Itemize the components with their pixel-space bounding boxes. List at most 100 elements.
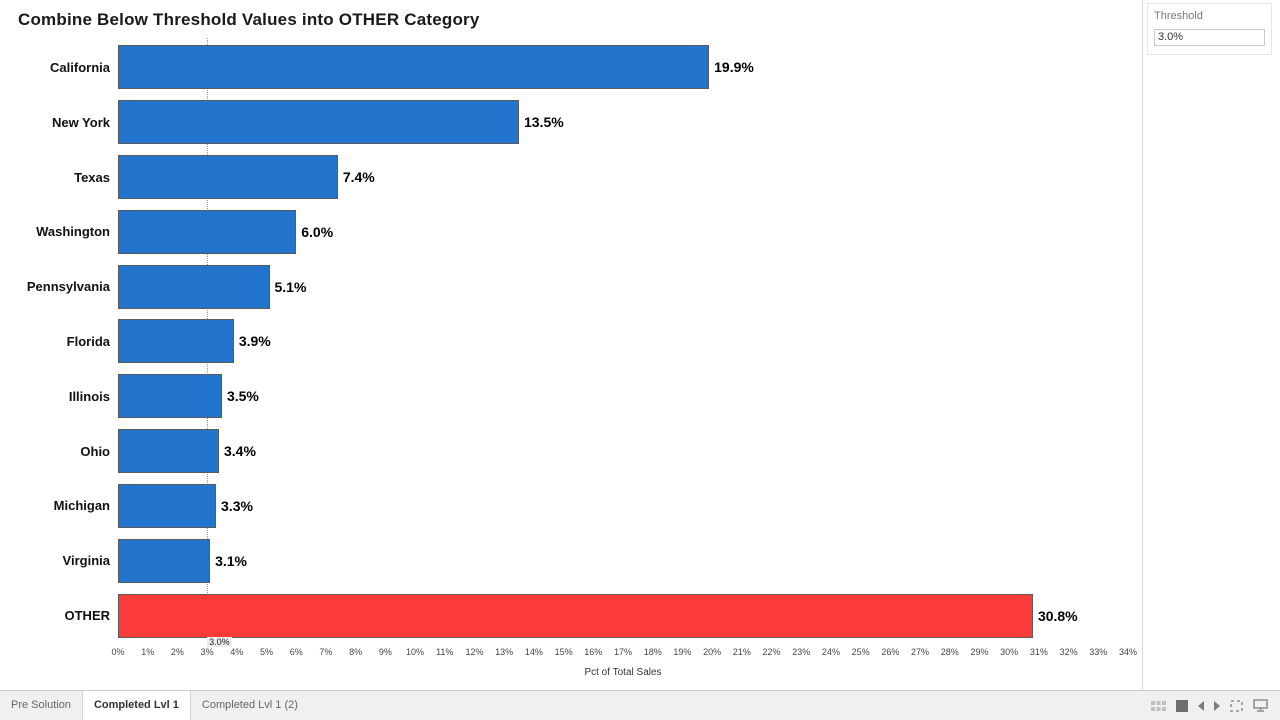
- x-tick-label: 31%: [1029, 647, 1048, 657]
- x-tick-label: 0%: [111, 647, 125, 657]
- parameter-panel: Threshold: [1143, 0, 1280, 690]
- threshold-parameter-label: Threshold: [1154, 10, 1203, 22]
- bar-row-ohio: 3.4%: [118, 424, 1128, 479]
- x-tick-label: 1%: [141, 647, 155, 657]
- category-label-washington: Washington: [36, 224, 110, 240]
- x-tick-label: 29%: [970, 647, 989, 657]
- bar-row-texas: 7.4%: [118, 150, 1128, 205]
- x-tick-label: 9%: [378, 647, 392, 657]
- threshold-reference-label: 3.0%: [207, 637, 232, 647]
- x-axis-title: Pct of Total Sales: [584, 667, 662, 678]
- bar-virginia[interactable]: [118, 538, 211, 583]
- bar-value-michigan: 3.3%: [221, 497, 253, 514]
- x-tick-label: 28%: [940, 647, 959, 657]
- x-tick-label: 14%: [524, 647, 543, 657]
- category-axis: California New York Texas Washington Pennsyl…: [8, 40, 118, 643]
- x-tick-label: 3%: [200, 647, 214, 657]
- plot-area: 3.0% 19.9% 13.5% 7.4% 6.0% 5.1% 3.9% 3.5% 3.4% 3…: [118, 38, 1128, 647]
- x-tick-label: 22%: [762, 647, 781, 657]
- x-tick-label: 23%: [792, 647, 811, 657]
- x-tick-label: 11%: [436, 647, 454, 657]
- previous-sheet-icon[interactable]: [1198, 700, 1204, 711]
- bar-value-florida: 3.9%: [238, 333, 271, 350]
- category-label-florida: Florida: [66, 333, 110, 349]
- category-label-texas: Texas: [74, 169, 110, 185]
- bar-row-michigan: 3.3%: [118, 479, 1128, 534]
- next-sheet-icon[interactable]: [1214, 700, 1220, 711]
- x-tick-label: 2%: [170, 647, 184, 657]
- x-tick-label: 7%: [319, 647, 333, 657]
- x-tick-label: 33%: [1089, 647, 1108, 657]
- bar-value-virginia: 3.1%: [215, 552, 247, 569]
- worksheet-pane: Combine Below Threshold Values into OTHE…: [8, 0, 1143, 690]
- bar-new-york[interactable]: [118, 100, 520, 145]
- bar-row-california: 19.9%: [118, 40, 1128, 95]
- category-label-michigan: Michigan: [53, 498, 110, 514]
- sheet-tab-pre-solution[interactable]: Pre Solution: [11, 699, 71, 711]
- x-tick-label: 32%: [1059, 647, 1078, 657]
- x-axis: 0% 1% 2% 3% 4% 5% 6% 7% 8% 9% 10% 11% 12% 13% 14% 15% 16…: [111, 647, 1137, 661]
- threshold-input[interactable]: [1154, 28, 1265, 46]
- bar-row-virginia: 3.1%: [118, 533, 1128, 588]
- threshold-parameter-card: Threshold: [1147, 3, 1272, 55]
- x-tick-label: 5%: [260, 647, 274, 657]
- bar-value-illinois: 3.5%: [226, 388, 259, 405]
- sheet-tab-bar: Pre Solution Completed Lvl 1 Completed Lvl…: [0, 690, 1280, 720]
- bar-row-pennsylvania: 5.1%: [118, 259, 1128, 314]
- x-tick-label: 13%: [495, 647, 514, 657]
- bar-value-other: 30.8%: [1037, 607, 1078, 624]
- tableau-workspace: Combine Below Threshold Values into OTHE…: [8, 0, 1280, 690]
- bar-other[interactable]: [118, 593, 1033, 638]
- x-tick-label: 12%: [465, 647, 484, 657]
- bar-ohio[interactable]: [118, 429, 219, 474]
- x-tick-label: 17%: [613, 647, 633, 657]
- x-tick-label: 34%: [1118, 647, 1138, 657]
- bar-florida[interactable]: [118, 319, 234, 364]
- sheet-tab-completed-lvl-1[interactable]: Completed Lvl 1: [81, 691, 191, 720]
- bar-row-new-york: 13.5%: [118, 95, 1128, 150]
- x-tick-label: 4%: [230, 647, 244, 657]
- x-tick-label: 8%: [349, 647, 363, 657]
- x-tick-label: 20%: [703, 647, 722, 657]
- bar-california[interactable]: [118, 45, 710, 90]
- x-tick-label: 18%: [643, 647, 662, 657]
- bar-row-washington: 6.0%: [118, 204, 1128, 259]
- chart-title: Combine Below Threshold Values into OTHE…: [18, 10, 480, 29]
- bar-pennsylvania[interactable]: [118, 264, 270, 309]
- x-tick-label: 26%: [881, 647, 900, 657]
- x-tick-label: 6%: [289, 647, 303, 657]
- bar-row-florida: 3.9%: [118, 314, 1128, 369]
- x-tick-label: 27%: [911, 647, 930, 657]
- bar-row-illinois: 3.5%: [118, 369, 1128, 424]
- bar-value-ohio: 3.4%: [224, 443, 256, 460]
- statusbar-controls: [1151, 691, 1280, 720]
- bar-chart: California New York Texas Washington Pennsyl…: [8, 38, 1142, 647]
- filmstrip-icon[interactable]: [1176, 699, 1188, 712]
- sheet-tab-completed-lvl-1-2-[interactable]: Completed Lvl 1 (2): [201, 699, 298, 711]
- sheet-tabs: Pre Solution Completed Lvl 1 Completed Lvl…: [0, 691, 309, 720]
- x-tick-label: 25%: [851, 647, 870, 657]
- category-label-pennsylvania: Pennsylvania: [26, 279, 110, 295]
- bar-illinois[interactable]: [118, 374, 222, 419]
- category-label-other: OTHER: [64, 608, 111, 624]
- bar-michigan[interactable]: [118, 483, 217, 528]
- sheet-sorter-icon[interactable]: [1151, 700, 1166, 712]
- category-label-new-york: New York: [51, 114, 110, 130]
- x-tick-label: 10%: [406, 647, 425, 657]
- bar-value-california: 19.9%: [714, 59, 754, 76]
- x-tick-label: 21%: [732, 647, 751, 657]
- x-tick-label: 24%: [821, 647, 840, 657]
- bar-value-pennsylvania: 5.1%: [274, 278, 307, 295]
- bar-row-other: 30.8%: [118, 588, 1128, 643]
- bar-value-new-york: 13.5%: [524, 114, 564, 131]
- x-tick-label: 19%: [673, 647, 692, 657]
- bar-texas[interactable]: [118, 155, 338, 200]
- bar-washington[interactable]: [118, 209, 297, 254]
- show-filmstrip-icon[interactable]: [1230, 699, 1243, 712]
- presentation-mode-icon[interactable]: [1253, 699, 1268, 712]
- category-label-california: California: [50, 59, 110, 75]
- category-label-virginia: Virginia: [62, 553, 110, 569]
- bar-value-washington: 6.0%: [301, 223, 334, 240]
- category-label-ohio: Ohio: [80, 443, 110, 459]
- x-tick-label: 16%: [584, 647, 603, 657]
